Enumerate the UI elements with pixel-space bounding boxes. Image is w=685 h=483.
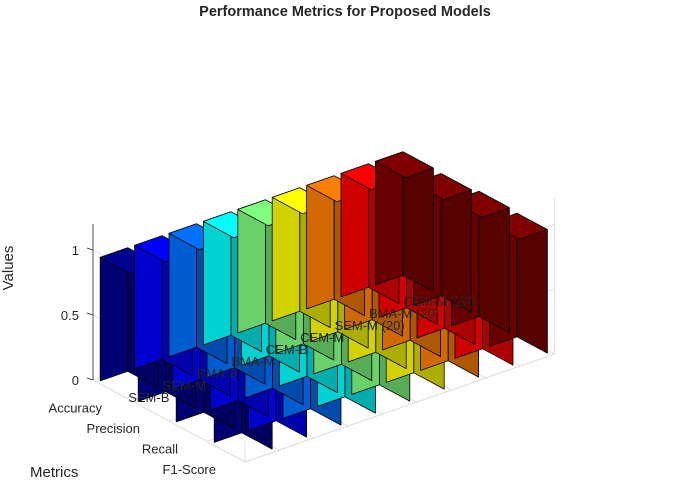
model-tick-label: SEM-M (20) (335, 318, 405, 333)
z-axis-label: Values (0, 246, 17, 291)
z-tick-label: 0 (72, 373, 79, 388)
z-tick-mark (86, 312, 94, 316)
chart-title: Performance Metrics for Proposed Models (199, 4, 491, 20)
metric-tick-label: F1-Score (163, 462, 216, 477)
model-tick-label: CEM-M (20) (403, 294, 474, 309)
z-tick-label: 0.5 (61, 308, 79, 323)
bar-CEM-M (20)-Accuracy (374, 151, 434, 293)
z-tick-mark (86, 377, 94, 381)
model-tick-label: SEM-M (163, 378, 206, 393)
metric-tick-label: Accuracy (49, 400, 103, 415)
model-tick-label: CEM-M (300, 330, 344, 345)
z-tick-mark (86, 247, 94, 251)
model-tick-label: BMA-B (197, 366, 238, 381)
metric-tick-label: Precision (87, 421, 140, 436)
model-tick-label: SEM-B (128, 390, 169, 405)
bar-face-top (374, 151, 434, 179)
x-axis-label: Metrics (30, 464, 78, 481)
model-tick-label: CEM-B (266, 342, 308, 357)
grid-line-floor (244, 353, 555, 463)
model-tick-label: BMA-M (231, 354, 274, 369)
z-tick-label: 1 (72, 243, 79, 258)
model-tick-label: BMA-M (20) (369, 306, 439, 321)
metric-tick-label: Recall (142, 441, 178, 456)
bars-layer (99, 151, 548, 450)
